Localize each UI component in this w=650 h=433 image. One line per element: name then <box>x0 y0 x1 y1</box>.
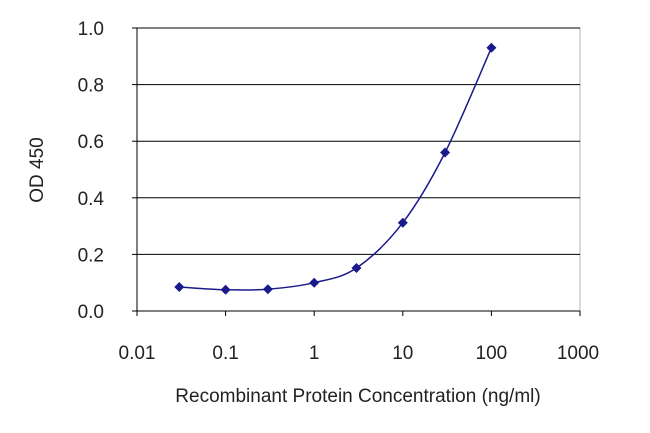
y-tick-label: 0.6 <box>78 132 104 153</box>
data-point-marker <box>262 284 273 295</box>
x-tick-label: 10 <box>392 343 413 364</box>
grid-lines <box>137 27 580 255</box>
x-tick-labels: 0.01 0.1 1 10 100 1000 <box>119 343 600 364</box>
x-tick-label: 0.01 <box>119 343 156 364</box>
y-tick-label: 0.2 <box>78 245 104 266</box>
x-axis-title: Recombinant Protein Concentration (ng/ml… <box>175 386 540 407</box>
y-tick-label: 0.0 <box>78 302 104 323</box>
data-point-marker <box>220 284 231 295</box>
y-tick-label: 1.0 <box>78 19 104 40</box>
x-tick-label: 1 <box>309 343 320 364</box>
series-group <box>174 42 497 295</box>
y-axis-title: OD 450 <box>27 137 48 202</box>
data-point-marker <box>174 281 185 292</box>
data-point-marker <box>440 147 451 158</box>
data-point-marker <box>397 217 408 228</box>
y-tick-labels: 0.0 0.2 0.4 0.6 0.8 1.0 <box>78 19 105 323</box>
plot-area: 0.01 0.1 1 10 100 1000 0.0 0.2 0.4 0.6 0… <box>78 19 600 364</box>
data-point-marker <box>309 277 320 288</box>
x-tick-label: 1000 <box>557 343 599 364</box>
axes <box>132 27 581 316</box>
y-tick-label: 0.4 <box>78 189 105 210</box>
data-point-marker <box>486 42 497 53</box>
data-point-marker <box>351 262 362 273</box>
y-tick-label: 0.8 <box>78 76 104 97</box>
x-tick-label: 0.1 <box>212 343 238 364</box>
x-tick-label: 100 <box>476 343 508 364</box>
